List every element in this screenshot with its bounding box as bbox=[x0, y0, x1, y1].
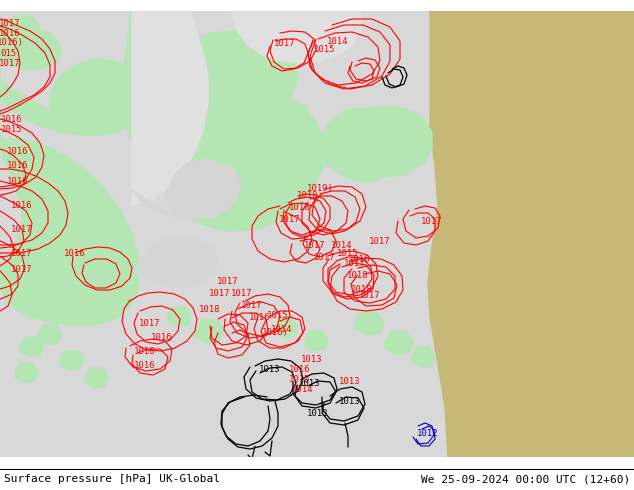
Polygon shape bbox=[158, 11, 312, 231]
Polygon shape bbox=[60, 351, 84, 371]
Polygon shape bbox=[135, 237, 218, 287]
Text: 1016: 1016 bbox=[349, 254, 371, 264]
Polygon shape bbox=[305, 331, 328, 351]
Text: 1017: 1017 bbox=[344, 260, 366, 269]
Polygon shape bbox=[132, 11, 208, 205]
Text: 1017: 1017 bbox=[11, 224, 33, 234]
Text: 1016: 1016 bbox=[134, 362, 156, 370]
Text: 1016): 1016) bbox=[262, 328, 288, 338]
Text: 1016: 1016 bbox=[7, 176, 29, 186]
Text: 1017: 1017 bbox=[242, 301, 262, 311]
Text: 1013: 1013 bbox=[259, 365, 281, 373]
Polygon shape bbox=[428, 11, 634, 457]
Text: 1015: 1015 bbox=[1, 124, 23, 133]
Polygon shape bbox=[0, 11, 60, 69]
Text: 1013: 1013 bbox=[339, 396, 361, 406]
Text: 1017: 1017 bbox=[359, 292, 381, 300]
Text: 1016: 1016 bbox=[152, 334, 172, 343]
Polygon shape bbox=[230, 11, 362, 63]
Text: 1016: 1016 bbox=[289, 365, 311, 373]
Text: Surface pressure [hPa] UK-Global: Surface pressure [hPa] UK-Global bbox=[4, 474, 220, 484]
Polygon shape bbox=[15, 363, 38, 383]
Text: 1014: 1014 bbox=[327, 36, 349, 46]
Text: 1014: 1014 bbox=[271, 324, 293, 334]
Text: 1015: 1015 bbox=[314, 45, 336, 53]
Polygon shape bbox=[38, 325, 62, 345]
Text: 1017: 1017 bbox=[217, 276, 239, 286]
Text: 1017: 1017 bbox=[304, 242, 326, 250]
Text: 1017: 1017 bbox=[11, 248, 33, 258]
Polygon shape bbox=[20, 337, 44, 357]
Text: 1017: 1017 bbox=[0, 19, 21, 27]
Text: 1016: 1016 bbox=[11, 201, 33, 211]
Text: 1017: 1017 bbox=[279, 215, 301, 223]
Text: 1018: 1018 bbox=[199, 304, 221, 314]
Polygon shape bbox=[337, 106, 432, 177]
Text: 1015: 1015 bbox=[268, 312, 288, 320]
Text: 1016: 1016 bbox=[134, 346, 156, 356]
Text: 1018: 1018 bbox=[351, 285, 373, 294]
Text: 1016: 1016 bbox=[64, 248, 86, 258]
Text: 1016: 1016 bbox=[0, 28, 21, 38]
Polygon shape bbox=[385, 331, 413, 355]
Text: 1015: 1015 bbox=[337, 249, 359, 259]
Polygon shape bbox=[148, 31, 298, 125]
Text: 1013: 1013 bbox=[307, 409, 329, 417]
Text: 1019): 1019) bbox=[307, 185, 333, 194]
Text: 1017: 1017 bbox=[369, 237, 391, 245]
Text: We 25-09-2024 00:00 UTC (12+60): We 25-09-2024 00:00 UTC (12+60) bbox=[421, 474, 630, 484]
Polygon shape bbox=[275, 318, 298, 338]
Polygon shape bbox=[52, 295, 80, 319]
Text: 1017: 1017 bbox=[421, 217, 443, 225]
Text: 1013: 1013 bbox=[339, 376, 361, 386]
Text: 1017: 1017 bbox=[314, 252, 336, 262]
Text: 1016): 1016) bbox=[0, 39, 23, 48]
Polygon shape bbox=[130, 159, 240, 219]
Polygon shape bbox=[412, 347, 435, 367]
Text: 1015: 1015 bbox=[289, 374, 311, 384]
Text: 1018: 1018 bbox=[289, 202, 311, 212]
Polygon shape bbox=[318, 108, 405, 182]
Polygon shape bbox=[168, 307, 191, 327]
Text: 1017: 1017 bbox=[275, 39, 295, 48]
Text: 1013: 1013 bbox=[301, 354, 323, 364]
Text: 1012: 1012 bbox=[417, 428, 439, 438]
Text: 1014: 1014 bbox=[331, 241, 353, 249]
Text: 1017: 1017 bbox=[209, 290, 231, 298]
Text: 015: 015 bbox=[0, 49, 16, 57]
Text: 1016: 1016 bbox=[1, 115, 23, 123]
Polygon shape bbox=[122, 11, 324, 222]
Text: 1016: 1016 bbox=[7, 162, 29, 171]
Polygon shape bbox=[195, 320, 224, 343]
Text: 1018: 1018 bbox=[297, 192, 319, 200]
Text: 1014: 1014 bbox=[292, 385, 314, 393]
Text: 1017: 1017 bbox=[11, 265, 33, 273]
Polygon shape bbox=[355, 312, 384, 335]
Text: 1017: 1017 bbox=[139, 318, 161, 327]
Polygon shape bbox=[0, 11, 40, 43]
Polygon shape bbox=[0, 11, 138, 325]
Polygon shape bbox=[85, 368, 108, 388]
Text: 1016: 1016 bbox=[249, 314, 271, 322]
Text: 1018: 1018 bbox=[347, 271, 369, 280]
Polygon shape bbox=[0, 11, 148, 135]
Text: 1017: 1017 bbox=[231, 289, 253, 297]
Text: 1013: 1013 bbox=[299, 378, 321, 388]
Text: 1017: 1017 bbox=[0, 59, 21, 69]
Text: 1016: 1016 bbox=[7, 147, 29, 155]
